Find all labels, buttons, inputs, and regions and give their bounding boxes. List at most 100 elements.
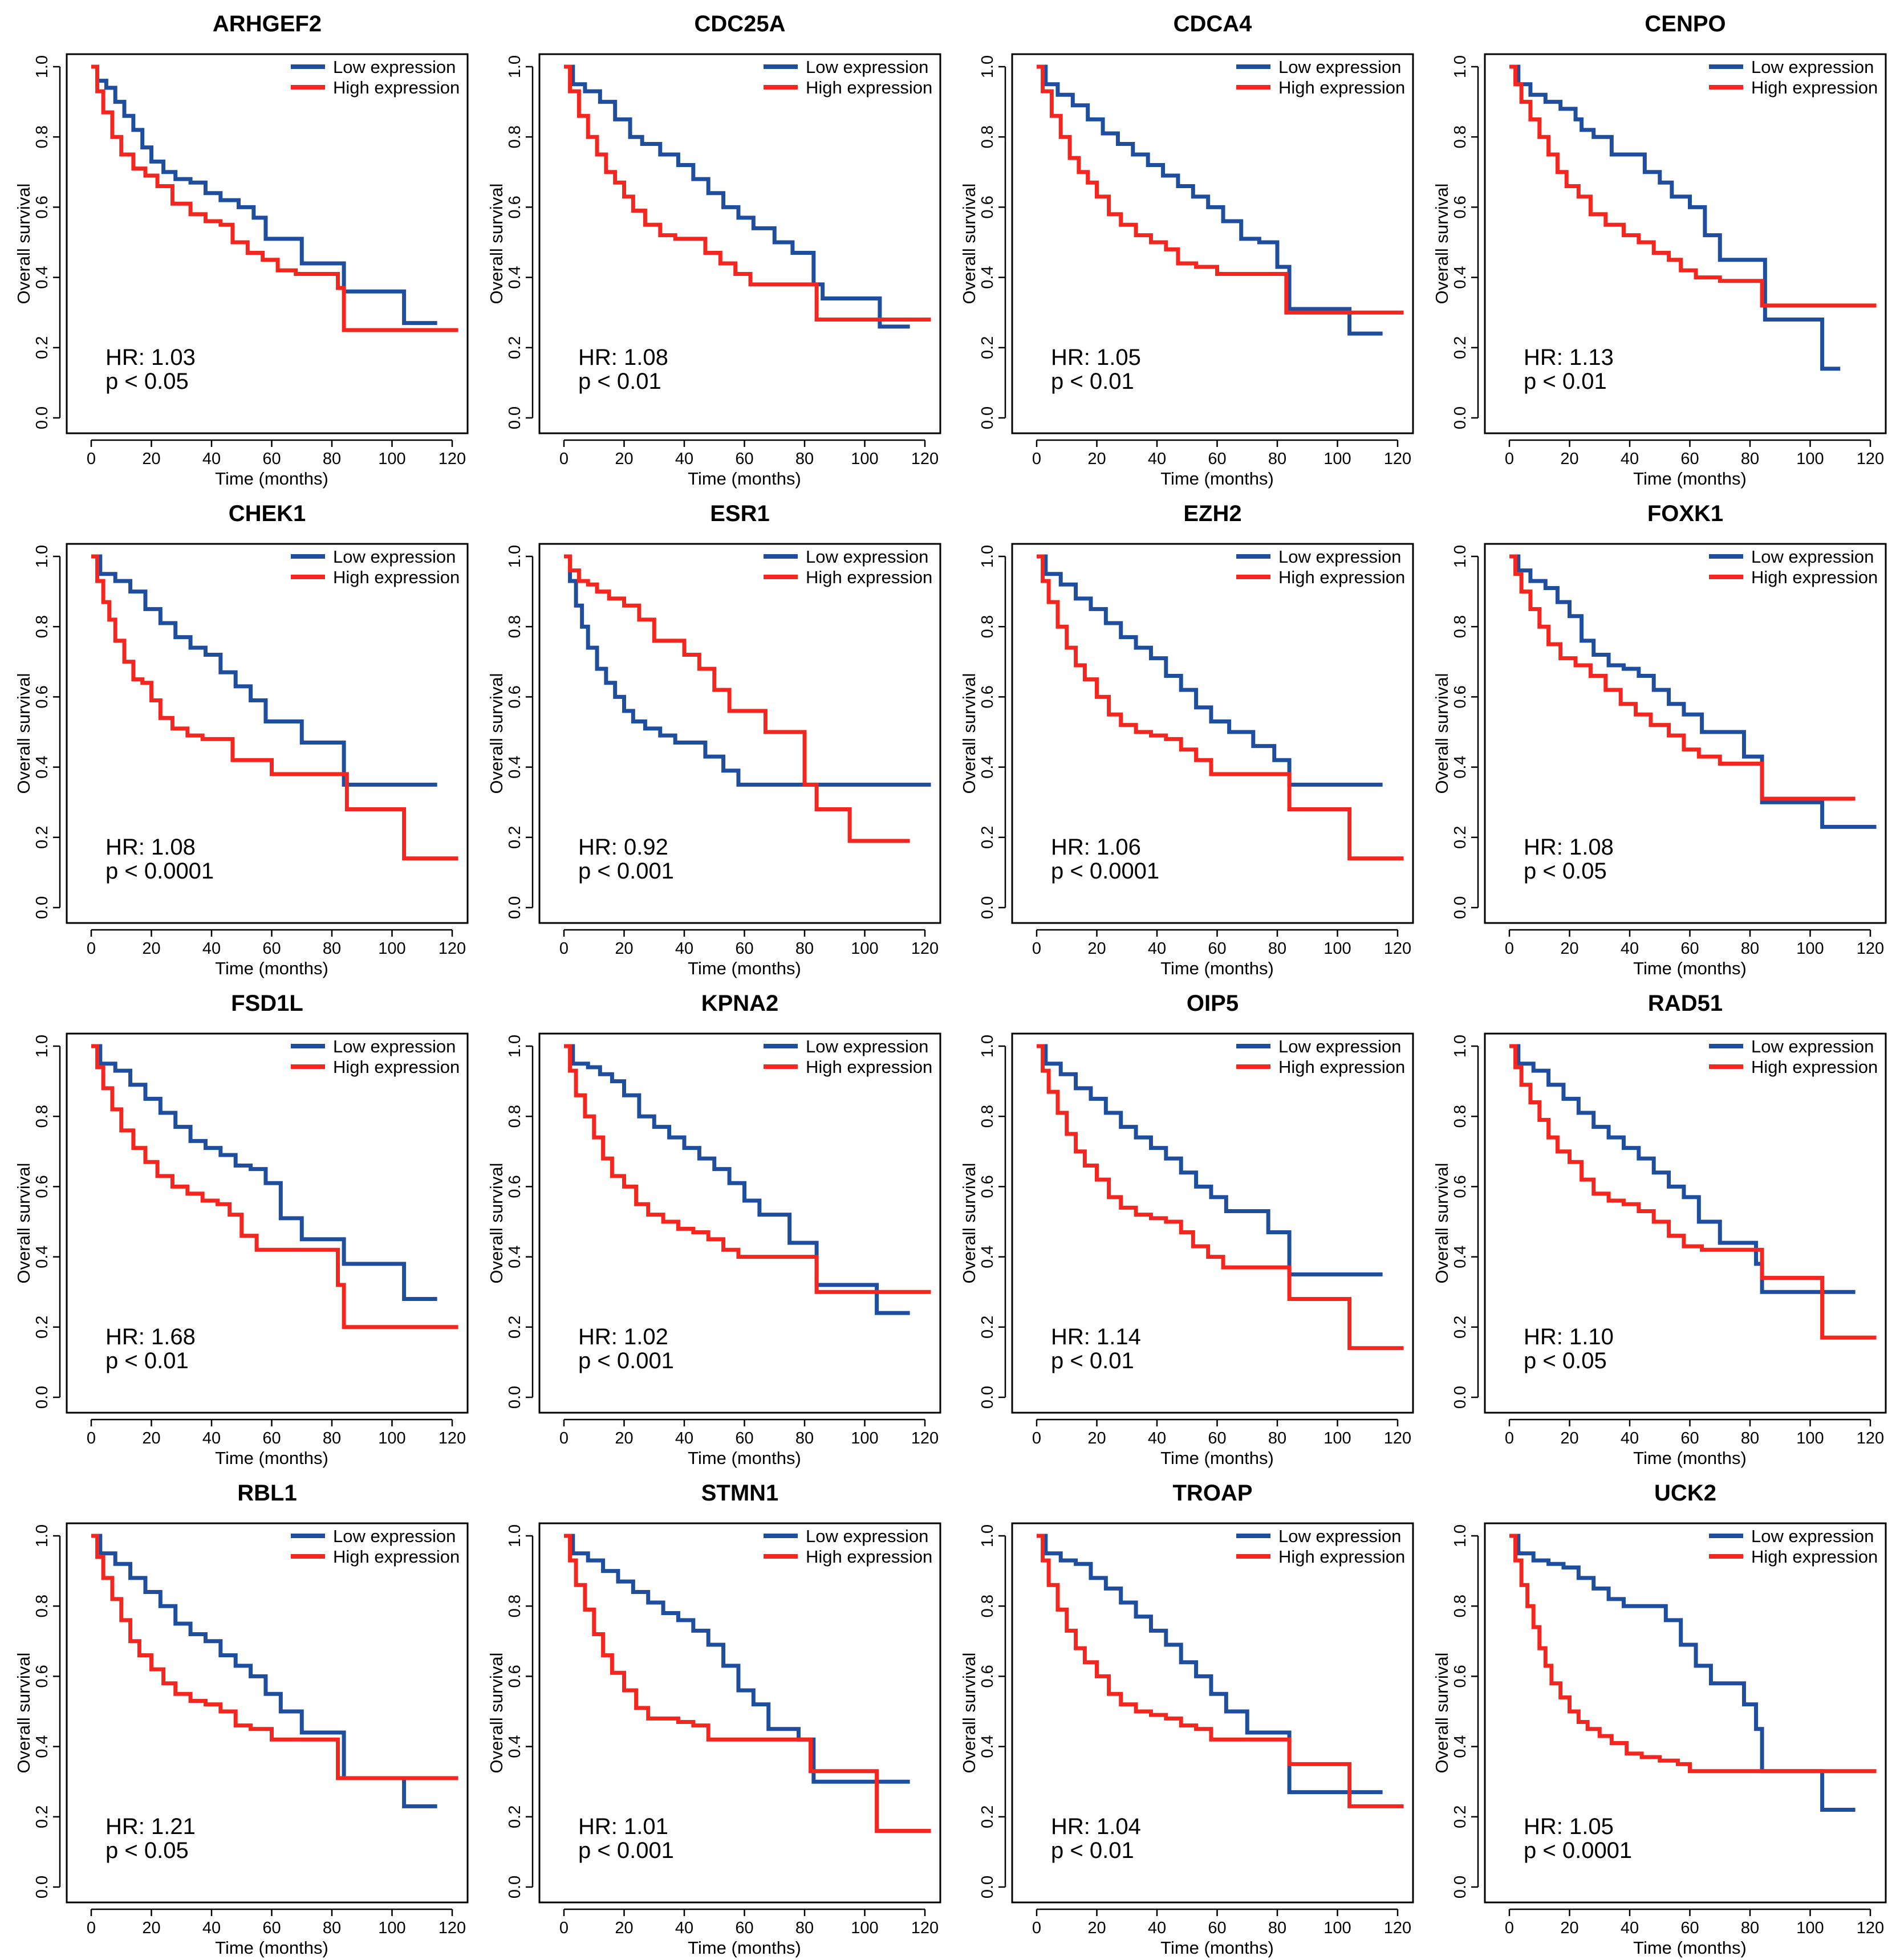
low-expression-curve [91, 1044, 437, 1302]
y-tick-label: 0.4 [1451, 755, 1469, 778]
y-tick-label: 1.0 [506, 545, 524, 568]
x-tick-label: 40 [202, 1919, 221, 1937]
p-value-label: p < 0.05 [1524, 859, 1607, 884]
y-tick-label: 0.2 [506, 336, 524, 359]
low-expression-curve [1509, 554, 1877, 829]
low-expression-curve [564, 1044, 910, 1315]
y-tick-label: 1.0 [33, 1524, 51, 1547]
chart-title: ARHGEF2 [213, 11, 322, 36]
y-tick-label: 1.0 [506, 1035, 524, 1058]
legend-label-high: High expression [1751, 1547, 1878, 1567]
x-tick-label: 100 [378, 450, 405, 468]
x-tick-label: 0 [1505, 1429, 1514, 1447]
x-tick-label: 40 [1148, 1919, 1166, 1937]
y-tick-label: 0.2 [1451, 336, 1469, 359]
plot-frame [538, 53, 941, 434]
chart-title: CHEK1 [229, 501, 306, 526]
x-tick-label: 80 [795, 1429, 814, 1447]
p-value-label: p < 0.0001 [1051, 859, 1159, 884]
x-tick-label: 40 [202, 1429, 221, 1447]
legend-label-low: Low expression [1278, 547, 1401, 567]
km-panel-oip5: OIP5 0 20 40 60 80 100 120 Time (months) 0.0 0.2 0.… [945, 979, 1418, 1469]
x-tick-label: 120 [1857, 1429, 1884, 1447]
chart-title: RBL1 [237, 1481, 297, 1506]
y-tick-label: 0.6 [979, 685, 997, 708]
x-tick-label: 120 [439, 1429, 466, 1447]
p-value-label: p < 0.01 [1524, 369, 1607, 394]
p-value-label: p < 0.0001 [105, 859, 214, 884]
y-tick-label: 0.8 [1451, 125, 1469, 148]
low-expression-curve [91, 1534, 437, 1808]
x-tick-label: 120 [1857, 450, 1884, 468]
chart-title: OIP5 [1187, 991, 1239, 1016]
plot-frame [1484, 1032, 1887, 1414]
y-tick-label: 0.4 [506, 755, 524, 778]
x-tick-label: 120 [911, 1429, 939, 1447]
km-panel-arhgef2: ARHGEF2 0 20 40 60 80 100 120 Time (months) 0.0 0.… [0, 0, 473, 490]
y-tick-label: 0.0 [33, 1386, 51, 1409]
y-tick-label: 0.2 [979, 336, 997, 359]
high-expression-curve [564, 64, 931, 322]
x-tick-label: 0 [87, 940, 96, 958]
p-value-label: p < 0.001 [578, 1348, 674, 1373]
y-tick-label: 0.6 [506, 196, 524, 218]
y-tick-label: 1.0 [979, 55, 997, 78]
legend-label-low: Low expression [1751, 547, 1874, 567]
y-tick-label: 0.0 [979, 1876, 997, 1898]
y-tick-label: 0.8 [506, 1595, 524, 1617]
hazard-ratio-label: HR: 1.08 [578, 345, 668, 370]
km-chart-svg: TROAP 0 20 40 60 80 100 120 Time (months) 0.0 0.2 0… [959, 1481, 1414, 1958]
y-tick-label: 0.4 [33, 1735, 51, 1758]
km-panel-cdc25a: CDC25A 0 20 40 60 80 100 120 Time (months) 0.0 0.2… [473, 0, 945, 490]
km-panel-cdca4: CDCA4 0 20 40 60 80 100 120 Time (months) 0.0 0.2 0… [945, 0, 1418, 490]
high-expression-curve [91, 1044, 458, 1329]
y-tick-label: 0.4 [33, 266, 51, 288]
x-tick-label: 20 [1560, 450, 1578, 468]
x-tick-label: 20 [1087, 1919, 1106, 1937]
hazard-ratio-label: HR: 1.10 [1524, 1324, 1614, 1349]
km-chart-svg: CHEK1 0 20 40 60 80 100 120 Time (months) 0.0 0.2 0… [14, 501, 469, 978]
x-tick-label: 100 [1796, 1429, 1824, 1447]
y-tick-label: 0.6 [1451, 685, 1469, 708]
x-tick-label: 40 [1148, 450, 1166, 468]
x-tick-label: 80 [1741, 1429, 1759, 1447]
plot-frame [66, 1032, 469, 1414]
y-tick-label: 0.0 [1451, 896, 1469, 919]
y-tick-label: 0.2 [33, 826, 51, 849]
legend-label-low: Low expression [1278, 57, 1401, 77]
high-expression-curve [1037, 64, 1404, 315]
hazard-ratio-label: HR: 1.01 [578, 1814, 668, 1839]
chart-title: EZH2 [1183, 501, 1241, 526]
km-panel-rbl1: RBL1 0 20 40 60 80 100 120 Time (months) 0.0 0.2 0.… [0, 1469, 473, 1959]
x-tick-label: 100 [851, 1919, 878, 1937]
low-expression-curve [564, 554, 931, 787]
x-tick-label: 20 [615, 1919, 633, 1937]
x-tick-label: 40 [1148, 1429, 1166, 1447]
x-tick-label: 100 [1323, 450, 1351, 468]
y-tick-label: 1.0 [506, 1524, 524, 1547]
x-axis-label: Time (months) [215, 958, 328, 978]
x-tick-label: 60 [1680, 940, 1699, 958]
y-tick-label: 0.2 [33, 1316, 51, 1339]
high-expression-curve [91, 554, 458, 861]
high-expression-curve [91, 1534, 458, 1780]
y-tick-label: 0.4 [1451, 1735, 1469, 1758]
x-axis-label: Time (months) [1160, 469, 1274, 489]
x-tick-label: 120 [1384, 1919, 1411, 1937]
low-expression-curve [1509, 1044, 1856, 1294]
x-tick-label: 60 [735, 1429, 753, 1447]
low-expression-curve [1509, 64, 1841, 371]
x-tick-label: 80 [1741, 940, 1759, 958]
p-value-label: p < 0.01 [1051, 1838, 1134, 1863]
x-tick-label: 0 [1505, 940, 1514, 958]
legend-label-high: High expression [1278, 567, 1405, 587]
x-tick-label: 40 [1621, 1919, 1639, 1937]
y-tick-label: 0.8 [33, 1105, 51, 1128]
y-tick-label: 0.2 [979, 1316, 997, 1339]
x-tick-label: 60 [262, 450, 281, 468]
y-tick-label: 0.4 [1451, 1245, 1469, 1268]
x-tick-label: 20 [1560, 940, 1578, 958]
y-tick-label: 0.2 [1451, 826, 1469, 849]
y-tick-label: 1.0 [1451, 1035, 1469, 1058]
x-tick-label: 0 [1032, 450, 1041, 468]
